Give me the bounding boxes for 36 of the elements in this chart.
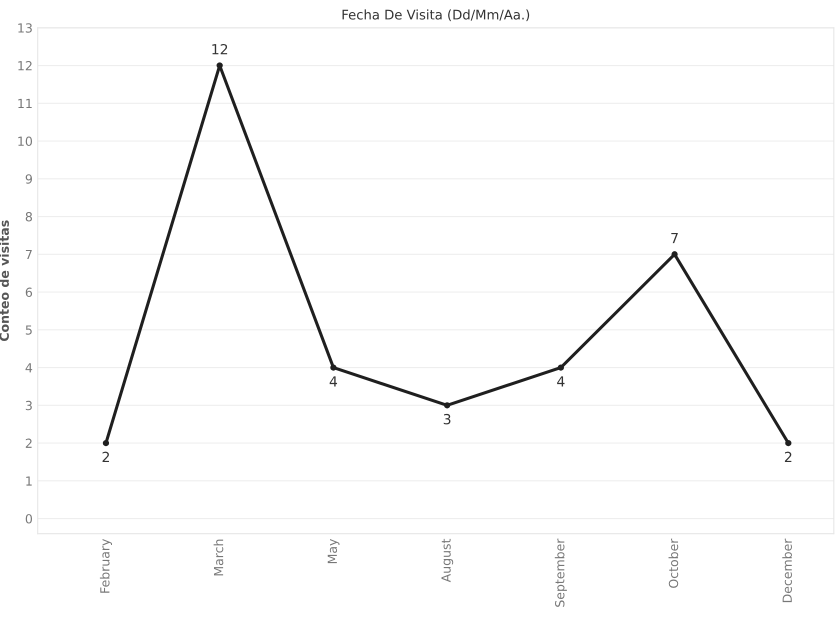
data-label: 7 — [671, 232, 678, 244]
y-tick-label: 11 — [18, 98, 32, 108]
y-tick-label: 5 — [26, 325, 32, 335]
y-tick-label: 1 — [26, 476, 32, 486]
point — [671, 251, 678, 258]
y-tick-label: 12 — [18, 60, 32, 70]
x-tick-label: February — [100, 538, 112, 593]
data-label: 3 — [444, 414, 450, 424]
x-tick-label: December — [782, 538, 792, 602]
x-tick-label: March — [214, 540, 224, 576]
point — [444, 402, 450, 408]
y-tick-label: 7 — [26, 250, 32, 260]
point — [216, 62, 223, 69]
data-label: 4 — [557, 376, 564, 386]
point — [558, 364, 564, 371]
y-tick-label: 6 — [26, 288, 32, 297]
y-tick-label: 3 — [26, 400, 32, 410]
x-tick-label: August — [441, 538, 454, 582]
y-tick-label: 0 — [26, 514, 32, 524]
point — [102, 440, 110, 446]
y-tick-label: 8 — [26, 212, 32, 222]
point — [330, 364, 337, 371]
y-tick-label: 4 — [26, 363, 32, 372]
y-tick-label: 13 — [18, 23, 32, 33]
y-tick-label: 10 — [18, 136, 32, 146]
data-label: 12 — [212, 44, 228, 54]
x-tick-label: May — [328, 538, 340, 564]
y-tick-label: 9 — [26, 174, 32, 184]
y-tick-label: 2 — [26, 438, 32, 448]
chart-title: Fecha De Visita (Dd/Mm/Aa.) — [342, 9, 530, 22]
x-tick-label: October — [668, 538, 678, 588]
data-label: 4 — [330, 376, 338, 386]
point — [785, 440, 792, 446]
data-label: 2 — [784, 452, 792, 462]
data-label: 2 — [102, 452, 109, 462]
x-tick-label: September — [554, 538, 567, 607]
